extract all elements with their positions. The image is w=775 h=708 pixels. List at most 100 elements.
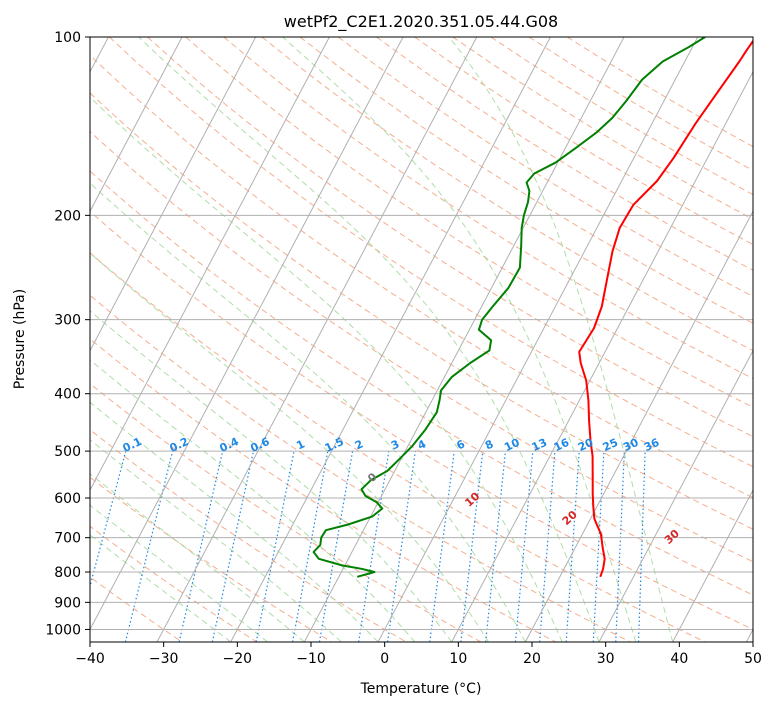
mixing-ratio-label: 1.5 <box>323 435 346 455</box>
isotherm <box>745 628 753 642</box>
plot-frame <box>89 36 754 643</box>
dry-adiabat <box>566 37 753 148</box>
dry-adiabat <box>90 252 706 642</box>
isotherm <box>90 37 404 631</box>
mixing-ratio-line <box>211 450 255 642</box>
y-axis-ticks: 100 200 300 400 500 600 700 800 900 1000 <box>45 30 90 638</box>
isotherm <box>90 37 257 352</box>
dry-adiabat <box>90 130 753 563</box>
dry-adiabat <box>90 54 753 499</box>
dry-adiabat-label: -10 <box>30 426 54 449</box>
x-tick-label: 20 <box>523 651 541 667</box>
mixing-ratio-line <box>292 450 329 642</box>
mixing-ratio-line <box>255 450 295 642</box>
mixing-ratio-line <box>565 451 580 642</box>
y-tick-label: 700 <box>54 531 81 547</box>
isotherm <box>451 70 753 642</box>
mixing-ratio-line <box>386 451 416 642</box>
moist-adiabats <box>90 37 674 642</box>
mixing-ratio-line <box>637 451 646 642</box>
mixing-ratio-label: 6 <box>455 437 468 452</box>
y-tick-label: 300 <box>54 313 81 329</box>
dry-adiabat <box>90 383 482 642</box>
moist-adiabat <box>90 473 305 642</box>
mixing-ratio-line <box>124 450 174 642</box>
dry-adiabat <box>90 429 407 642</box>
y-tick-label: 200 <box>54 208 81 224</box>
mixing-ratio-label: 36 <box>642 436 662 454</box>
x-tick-label: −10 <box>296 651 326 667</box>
y-tick-label: 100 <box>54 30 81 46</box>
mixing-ratio-line <box>539 451 556 642</box>
dry-adiabat <box>528 37 753 171</box>
mixing-ratio-line <box>460 451 484 642</box>
dry-adiabat <box>452 37 753 220</box>
dry-adiabat <box>90 338 556 642</box>
grid-lines <box>90 37 753 642</box>
x-tick-label: 30 <box>597 651 615 667</box>
dry-adiabat <box>261 37 753 352</box>
y-tick-label: 1000 <box>45 622 81 638</box>
dry-adiabats <box>90 37 753 642</box>
mixing-ratio-lines <box>90 450 646 642</box>
dry-adiabat <box>90 170 753 596</box>
moist-adiabat <box>90 534 231 642</box>
isotherm <box>672 488 753 642</box>
dry-adiabat-label: 40 <box>769 546 775 566</box>
dry-adiabat-label: 10 <box>462 489 482 509</box>
mixing-ratio-label: 10 <box>502 436 522 454</box>
isotherm <box>90 37 183 213</box>
y-tick-label: 900 <box>54 595 81 611</box>
isotherm <box>377 37 699 642</box>
mixing-ratio-line <box>90 450 127 589</box>
mixing-ratio-line <box>429 451 455 642</box>
x-tick-label: −40 <box>75 651 105 667</box>
isotherm <box>156 37 478 642</box>
isotherm <box>230 37 551 642</box>
line-labels: 0.10.20.40.611.52346810131620253036-100-… <box>30 426 775 566</box>
chart-title: wetPf2_C2E1.2020.351.05.44.G08 <box>284 12 558 32</box>
mixing-ratio-line <box>615 451 625 642</box>
y-tick-label: 600 <box>54 491 81 507</box>
y-tick-label: 800 <box>54 565 81 581</box>
mixing-ratio-label: 13 <box>530 436 549 454</box>
x-tick-label: 40 <box>670 651 688 667</box>
moist-adiabat <box>90 439 342 642</box>
mixing-ratio-line <box>178 450 224 642</box>
y-tick-label: 500 <box>54 444 81 460</box>
mixing-ratio-line <box>358 451 390 642</box>
moist-adiabat <box>90 96 563 642</box>
mixing-ratio-line <box>514 451 534 642</box>
mixing-ratio-label: 0.1 <box>121 435 144 455</box>
mixing-ratio-label: 16 <box>552 436 572 454</box>
moist-adiabat <box>138 37 600 642</box>
mixing-ratio-label: 0.6 <box>248 435 271 455</box>
mixing-ratio-line <box>318 450 354 642</box>
moist-adiabat <box>90 182 526 642</box>
dry-adiabat <box>90 294 631 642</box>
mixing-ratio-label: 8 <box>483 437 495 452</box>
x-tick-label: −30 <box>149 651 179 667</box>
y-axis-label: Pressure (hPa) <box>12 289 28 389</box>
x-axis-label: Temperature (°C) <box>360 681 482 697</box>
series-line <box>312 37 706 578</box>
isotherm <box>598 349 753 642</box>
isotherm <box>90 37 330 492</box>
mixing-ratio-label: 1 <box>294 437 306 452</box>
moist-adiabat <box>448 37 674 642</box>
profile-series <box>312 37 753 578</box>
moist-adiabat <box>90 401 379 642</box>
series-line <box>578 39 753 578</box>
isotherm <box>303 37 625 642</box>
mixing-ratio-label: 3 <box>389 437 401 452</box>
dry-adiabat <box>90 210 753 630</box>
mixing-ratio-label: 30 <box>621 436 641 454</box>
dry-adiabat <box>90 476 332 642</box>
moist-adiabat <box>90 310 453 642</box>
mixing-ratio-label: 20 <box>576 436 596 454</box>
dry-adiabat-label: 20 <box>560 508 580 528</box>
mixing-ratio-label: 0.2 <box>168 435 191 455</box>
plot-area: 0.10.20.40.611.52346810131620253036-100-… <box>30 37 775 642</box>
dry-adiabat <box>109 37 753 468</box>
